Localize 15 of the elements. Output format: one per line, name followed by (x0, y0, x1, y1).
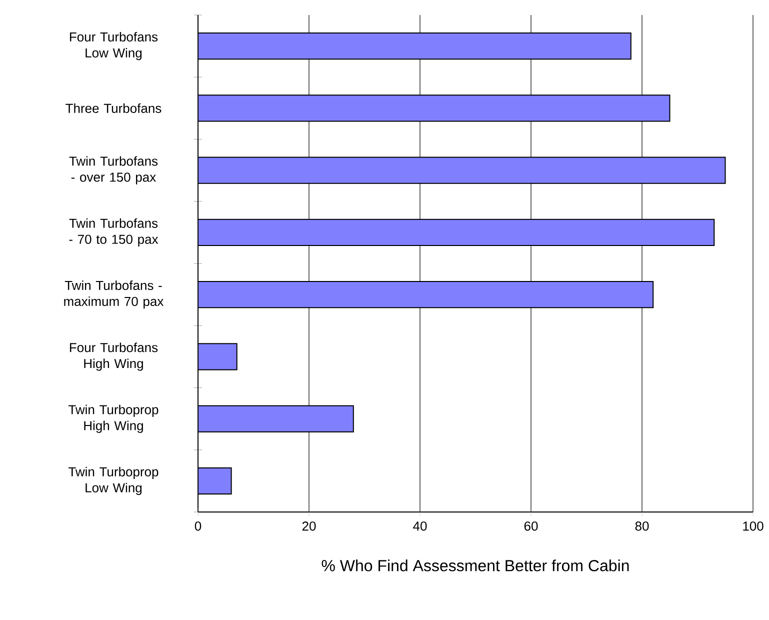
y-tick-label: Twin Turboprop High Wing (68, 404, 158, 433)
y-tick-label: Four Turbofans High Wing (70, 342, 158, 371)
x-tick-label: 100 (743, 522, 764, 531)
x-tick-label: 0 (194, 522, 202, 531)
y-tick-label: Three Turbofans (66, 103, 162, 113)
y-tick-label: Twin Turbofans - 70 to 150 pax (69, 218, 158, 246)
x-tick-label: 20 (302, 522, 316, 531)
x-tick-label: 60 (524, 522, 538, 531)
x-tick-label: 40 (413, 522, 427, 531)
y-tick-label: Four Turbofans Low Wing (70, 32, 158, 60)
y-tick-label: Twin Turboprop Low Wing (68, 466, 158, 495)
x-tick-label: 80 (635, 522, 649, 531)
y-tick-label: Twin Turbofans - maximum 70 pax (64, 280, 164, 309)
y-tick-label: Twin Turbofans - over 150 pax (69, 156, 158, 184)
x-axis-title: % Who Find Assessment Better from Cabin (322, 560, 629, 572)
